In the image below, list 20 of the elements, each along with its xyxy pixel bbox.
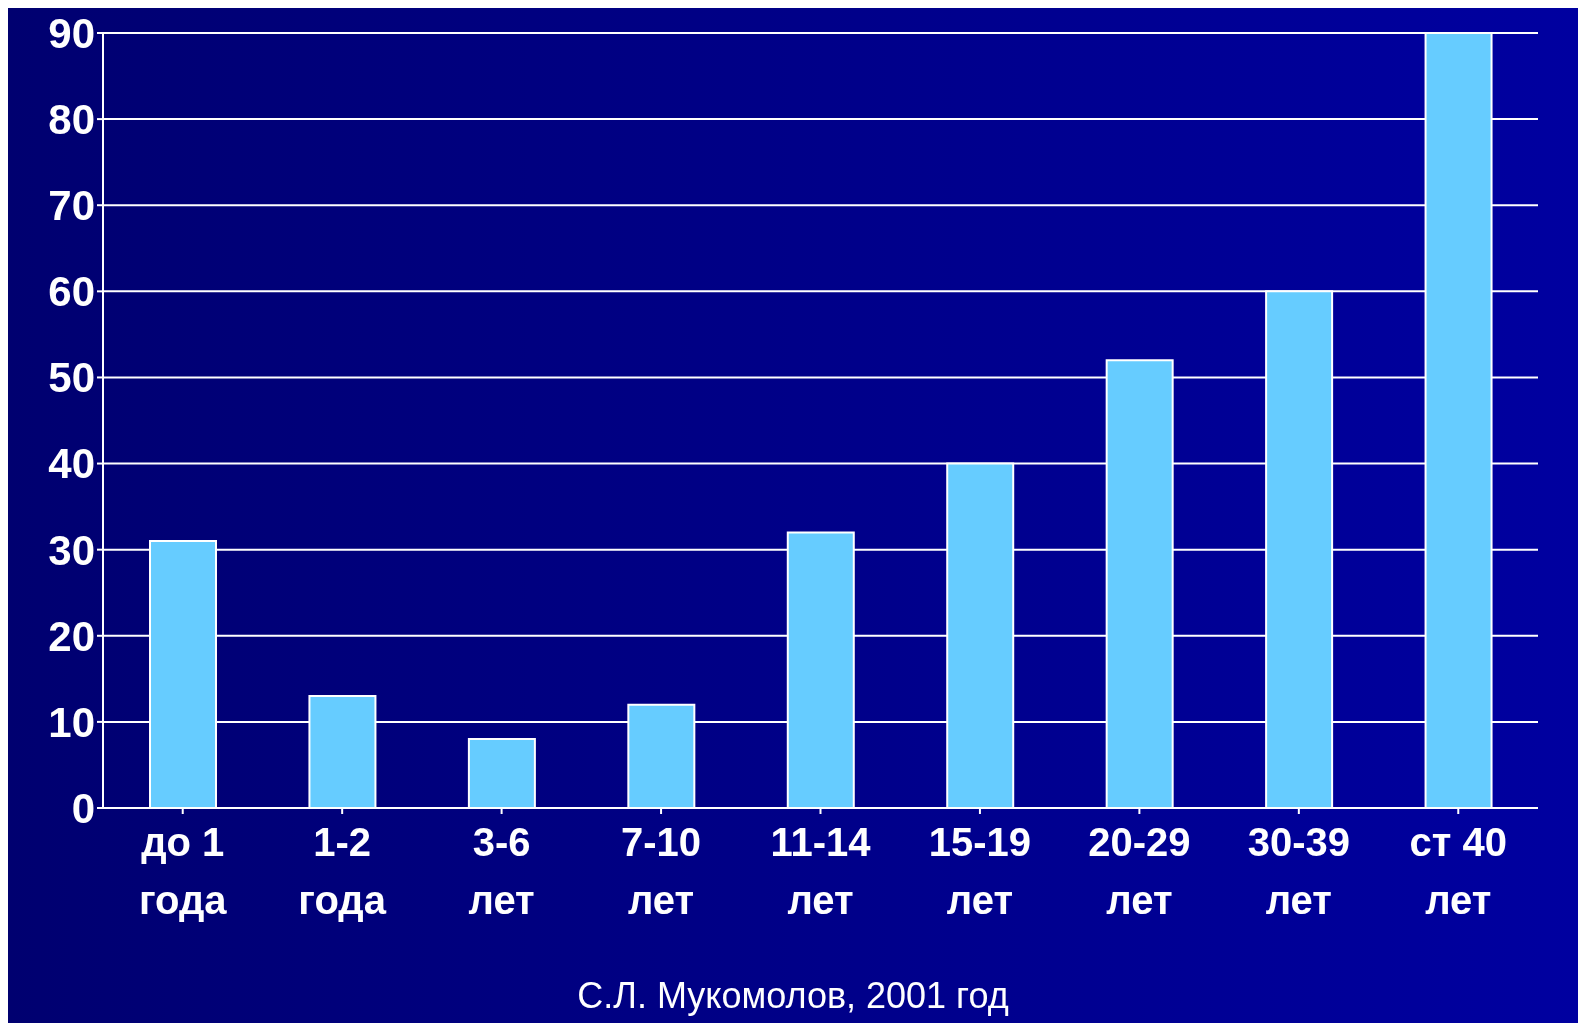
y-tick-label: 80 (48, 96, 95, 144)
x-tick-label: ст 40 лет (1409, 820, 1507, 922)
y-tick-label: 0 (71, 784, 95, 832)
y-tick-label: 60 (48, 268, 95, 316)
x-tick-label: 11-14 лет (770, 820, 872, 922)
y-tick-label: 70 (48, 182, 95, 230)
y-tick-label: 40 (48, 440, 95, 488)
x-tick-label: 1-2 года (298, 820, 387, 922)
y-tick-label: 20 (48, 612, 95, 660)
y-tick-label: 10 (48, 698, 95, 746)
y-tick-label: 30 (48, 526, 95, 574)
x-tick-label: 20-29 лет (1088, 820, 1191, 922)
x-tick-label: 7-10 лет (621, 820, 702, 922)
text: С.Л. Мукомолов, 2001 год (576, 975, 1010, 1017)
x-tick-label: 30-39 лет (1247, 820, 1350, 922)
x-tick-label: 3-6 лет (468, 820, 535, 922)
x-tick-label: 15-19 лет (928, 820, 1032, 922)
y-tick-label: 50 (48, 354, 95, 402)
x-tick-label: до 1 года (138, 820, 228, 922)
y-tick-label: 90 (48, 9, 95, 57)
